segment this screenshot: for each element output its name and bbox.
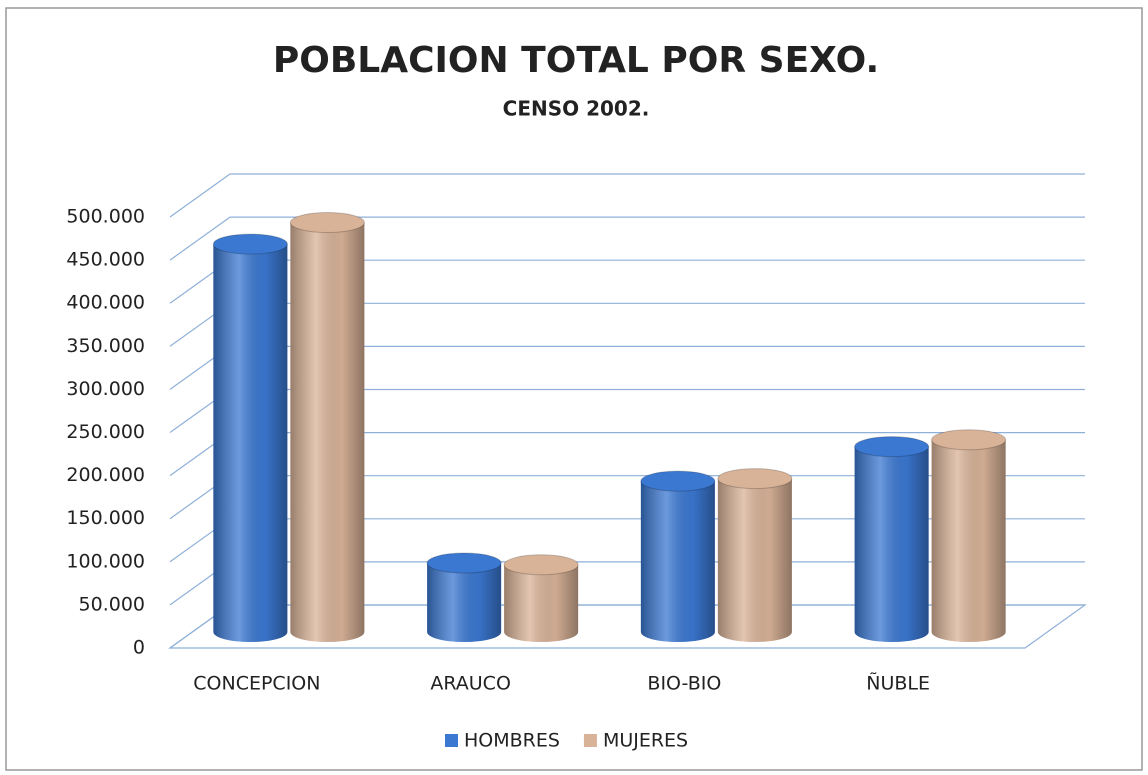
x-tick-label: CONCEPCION: [193, 673, 320, 695]
y-tick-label: 450.000: [66, 249, 145, 271]
y-tick-label: 150.000: [66, 507, 145, 529]
y-tick-label: 250.000: [66, 421, 145, 443]
cylinder-shade: [717, 478, 792, 642]
y-tick-label: 0: [133, 637, 145, 659]
cylinder-top: [426, 552, 502, 574]
chart-title: POBLACION TOTAL POR SEXO.: [273, 40, 879, 81]
y-tick-label: 400.000: [66, 292, 145, 314]
cylinder-top: [289, 212, 365, 234]
y-tick-label: 500.000: [66, 206, 145, 228]
cylinder-shade: [213, 244, 288, 642]
y-tick-label: 200.000: [66, 464, 145, 486]
cylinder-top: [717, 468, 793, 490]
x-tick-label: ARAUCO: [430, 673, 511, 695]
legend-label: HOMBRES: [464, 730, 560, 752]
cylinder-shade: [427, 563, 502, 642]
legend-label: MUJERES: [603, 730, 688, 752]
cylinder-top: [212, 233, 288, 255]
cylinder-shade: [290, 222, 365, 642]
y-tick-label: 350.000: [66, 335, 145, 357]
cylinder-top: [503, 554, 579, 576]
y-tick-label: 100.000: [66, 550, 145, 572]
cylinder-shade: [931, 439, 1006, 642]
legend-swatch: [445, 734, 458, 747]
y-tick-label: 50.000: [79, 593, 145, 615]
chart-subtitle: CENSO 2002.: [503, 97, 650, 121]
y-tick-label: 300.000: [66, 378, 145, 400]
x-tick-label: BIO-BIO: [647, 673, 721, 695]
grid-line: [169, 216, 1085, 261]
cylinder-top: [854, 436, 930, 458]
cylinder-shade: [854, 446, 929, 642]
cylinder-top: [640, 470, 716, 492]
cylinder-shade: [504, 564, 579, 642]
legend-swatch: [583, 734, 597, 747]
x-tick-label: ÑUBLE: [866, 672, 930, 695]
grid-line: [169, 173, 1085, 218]
cylinder-shade: [640, 481, 715, 642]
cylinder-top: [931, 429, 1007, 451]
